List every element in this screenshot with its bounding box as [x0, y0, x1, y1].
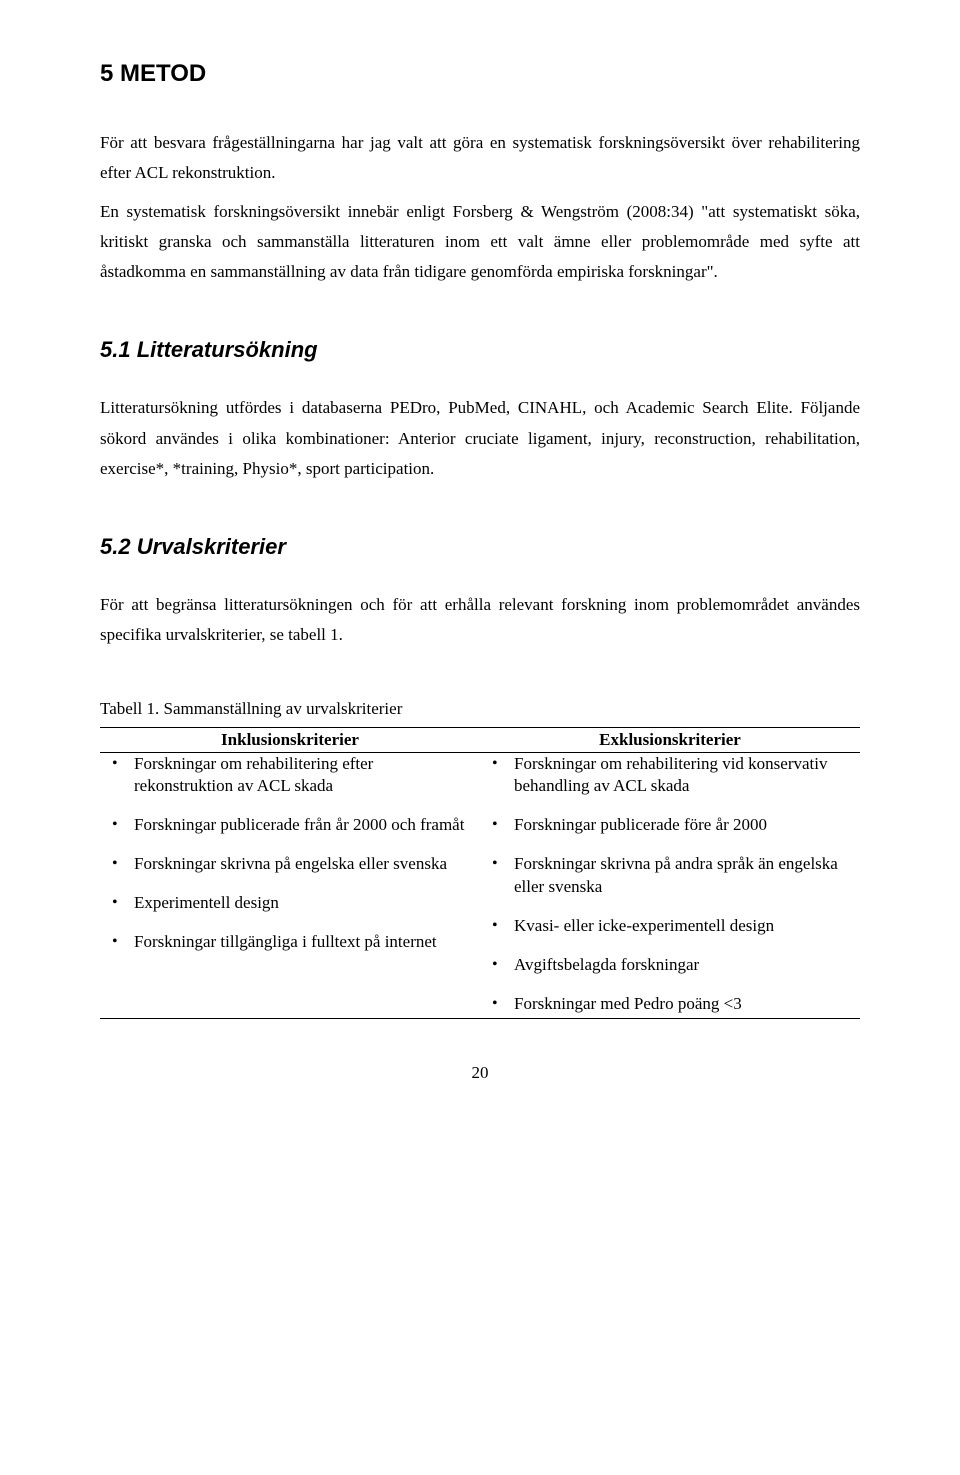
paragraph-litteratur: Litteratursökning utfördes i databaserna…: [100, 393, 860, 484]
list-item: Forskningar publicerade från år 2000 och…: [134, 814, 470, 837]
table-caption: Tabell 1. Sammanställning av urvalskrite…: [100, 699, 860, 719]
inclusion-list: Forskningar om rehabilitering efter reko…: [100, 753, 480, 955]
heading-metod: 5 METOD: [100, 60, 860, 88]
list-item: Kvasi- eller icke-experimentell design: [514, 915, 850, 938]
exclusion-cell: Forskningar om rehabilitering vid konser…: [480, 752, 860, 1019]
paragraph-intro-2: En systematisk forskningsöversikt innebä…: [100, 197, 860, 288]
list-item: Forskningar skrivna på andra språk än en…: [514, 853, 850, 899]
list-item: Avgiftsbelagda forskningar: [514, 954, 850, 977]
list-item: Forskningar publicerade före år 2000: [514, 814, 850, 837]
column-header-inclusion: Inklusionskriterier: [100, 727, 480, 752]
list-item: Forskningar skrivna på engelska eller sv…: [134, 853, 470, 876]
column-header-exclusion: Exklusionskriterier: [480, 727, 860, 752]
list-item: Forskningar med Pedro poäng <3: [514, 993, 850, 1016]
list-item: Experimentell design: [134, 892, 470, 915]
page-number: 20: [100, 1063, 860, 1083]
list-item: Forskningar om rehabilitering efter reko…: [134, 753, 470, 799]
heading-urvalskriterier: 5.2 Urvalskriterier: [100, 534, 860, 560]
paragraph-intro-1: För att besvara frågeställningarna har j…: [100, 128, 860, 189]
inclusion-cell: Forskningar om rehabilitering efter reko…: [100, 752, 480, 1019]
list-item: Forskningar tillgängliga i fulltext på i…: [134, 931, 470, 954]
criteria-table: Inklusionskriterier Exklusionskriterier …: [100, 727, 860, 1020]
list-item: Forskningar om rehabilitering vid konser…: [514, 753, 850, 799]
exclusion-list: Forskningar om rehabilitering vid konser…: [480, 753, 860, 1017]
paragraph-urval: För att begränsa litteratursökningen och…: [100, 590, 860, 651]
heading-litteratursokning: 5.1 Litteratursökning: [100, 337, 860, 363]
